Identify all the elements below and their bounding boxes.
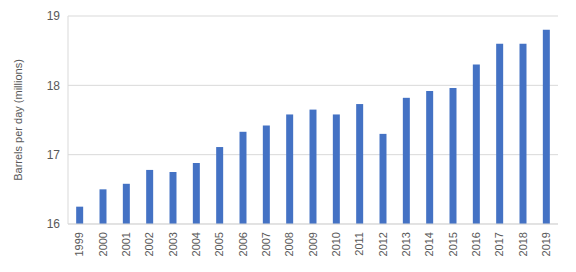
svg-text:Barrels per day (millions): Barrels per day (millions) <box>12 59 24 181</box>
svg-text:2009: 2009 <box>307 232 319 256</box>
svg-text:2005: 2005 <box>213 232 225 256</box>
svg-text:2006: 2006 <box>237 232 249 256</box>
svg-text:2012: 2012 <box>377 232 389 256</box>
svg-text:2018: 2018 <box>517 232 529 256</box>
svg-text:2001: 2001 <box>120 232 132 256</box>
svg-text:17: 17 <box>47 148 61 162</box>
svg-text:2017: 2017 <box>493 232 505 256</box>
svg-text:2008: 2008 <box>283 232 295 256</box>
svg-text:1999: 1999 <box>73 232 85 256</box>
svg-text:2004: 2004 <box>190 232 202 256</box>
svg-text:2016: 2016 <box>470 232 482 256</box>
svg-text:16: 16 <box>47 217 61 231</box>
svg-text:2002: 2002 <box>143 232 155 256</box>
svg-text:2000: 2000 <box>97 232 109 256</box>
svg-text:2013: 2013 <box>400 232 412 256</box>
svg-text:2007: 2007 <box>260 232 272 256</box>
svg-text:18: 18 <box>47 79 61 93</box>
svg-text:2010: 2010 <box>330 232 342 256</box>
svg-text:19: 19 <box>47 9 61 23</box>
svg-text:2011: 2011 <box>353 232 365 256</box>
svg-text:2003: 2003 <box>167 232 179 256</box>
svg-text:2014: 2014 <box>423 232 435 256</box>
svg-text:2015: 2015 <box>447 232 459 256</box>
svg-text:2019: 2019 <box>540 232 552 256</box>
